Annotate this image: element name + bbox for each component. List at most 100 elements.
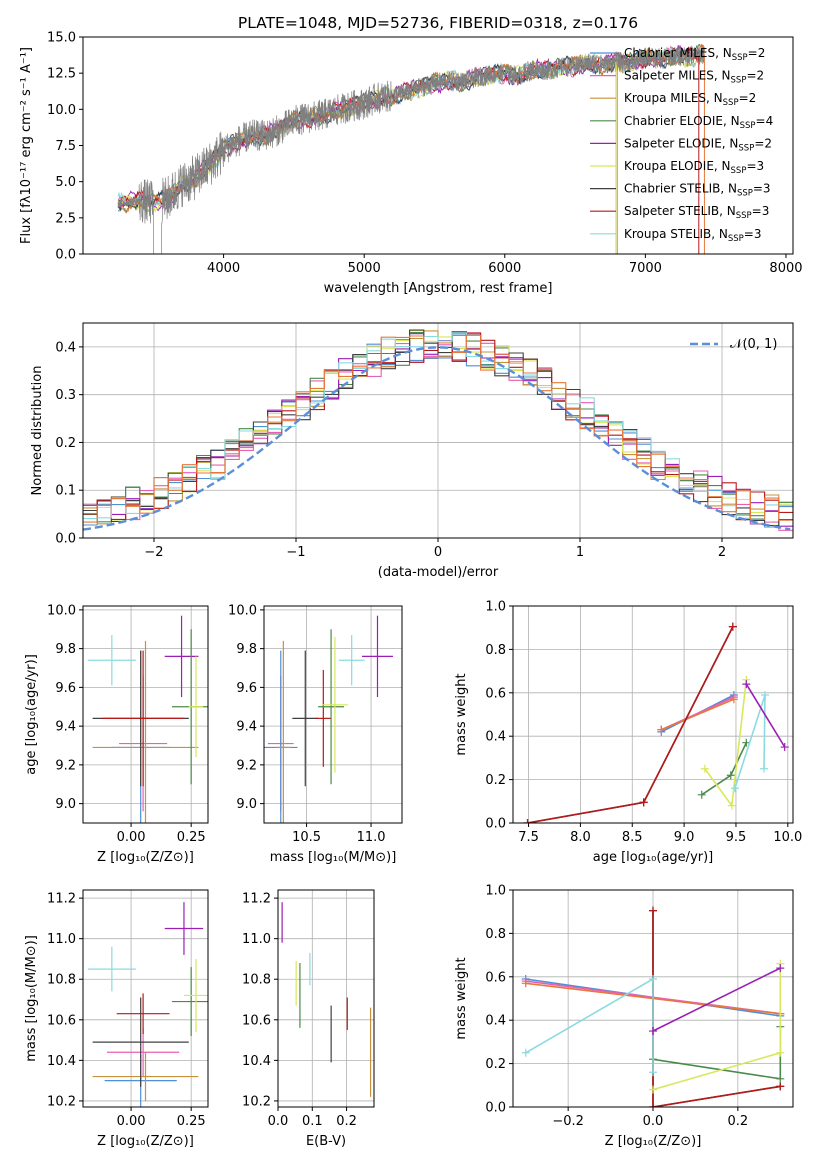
weight-series-line: [652, 910, 781, 1107]
y-tick-label: 1.0: [485, 884, 506, 899]
plus-marker: [776, 1082, 785, 1091]
x-tick-label: 1: [576, 545, 584, 560]
y-tick-label: 10.4: [47, 1054, 76, 1069]
plus-marker: [726, 771, 735, 780]
x-tick-label: 10.5: [292, 830, 321, 845]
errorbar-point: [338, 635, 365, 686]
y-tick-label: 15.0: [47, 31, 76, 46]
legend-label: Kroupa ELODIE, NSSP=3: [624, 159, 764, 176]
y-tick-label: 0.2: [55, 436, 76, 451]
x-tick-label: 11.0: [357, 830, 386, 845]
gaussian-curve: [83, 346, 791, 531]
errorbar-point: [183, 958, 208, 1032]
x-tick-label: 7.5: [518, 830, 539, 845]
x-tick-label: 8000: [769, 261, 802, 276]
y-tick-label: 10.0: [47, 103, 76, 118]
y-tick-label: 0.4: [485, 730, 506, 745]
axes-frame: [277, 889, 375, 1108]
data-spectrum-line: [117, 45, 705, 254]
axes-frame: [263, 605, 403, 824]
y-tick-label: 11.2: [47, 892, 76, 907]
plus-marker: [649, 1085, 657, 1094]
x-axis-label: mass [log₁₀(M/M⊙)]: [270, 850, 397, 865]
x-tick-label: 6000: [488, 261, 521, 276]
errorbar-point: [318, 629, 344, 785]
errorbar-point: [87, 635, 136, 686]
errorbar-point: [171, 967, 208, 1037]
x-tick-label: 7000: [629, 261, 662, 276]
errorbar-point: [92, 1052, 199, 1101]
plus-marker: [649, 1068, 657, 1077]
plus-marker: [521, 1048, 530, 1057]
legend-label: 𝒩(0, 1): [730, 337, 777, 352]
plus-marker: [759, 764, 768, 773]
plus-marker: [742, 680, 751, 689]
y-tick-label: 5.0: [55, 175, 76, 190]
y-tick-label: 0.8: [485, 927, 506, 942]
y-axis-label: mass [log₁₀(M/M⊙)]: [24, 935, 39, 1062]
spectrum-panel: 4000 5000 6000 7000 8000 0.0 2.5 5.0 7.5 10.0 12.5…: [19, 14, 803, 296]
x-axis-label: (data-model)/error: [378, 565, 499, 580]
y-axis-label: Flux [fλ10⁻¹⁷ erg cm⁻² s⁻¹ A⁻¹]: [19, 47, 34, 244]
y-tick-label: 9.6: [55, 681, 76, 696]
x-tick-label: 0.00: [117, 1114, 146, 1129]
x-tick-label: 0.0: [268, 1114, 289, 1129]
y-tick-label: 0.4: [485, 1014, 506, 1029]
legend-label: Chabrier ELODIE, NSSP=4: [624, 114, 773, 131]
errorbars: [264, 615, 393, 823]
weight-series-line: [525, 977, 654, 1073]
plus-marker: [780, 743, 789, 752]
y-tick-label: 9.8: [236, 642, 257, 657]
y-tick-label: 10.2: [47, 1094, 76, 1109]
plus-marker: [521, 979, 530, 988]
y-tick-label: 1.0: [485, 600, 506, 615]
x-tick-label: 0.0: [643, 1114, 664, 1129]
weight-series-line: [660, 698, 735, 731]
weight-series-line: [652, 910, 781, 1107]
plus-marker: [649, 974, 657, 983]
x-tick-label: −2: [144, 545, 163, 560]
plus-marker: [776, 1048, 785, 1057]
x-axis-label: age [log₁₀(age/yr)]: [593, 850, 714, 865]
mass-vs-z-panel: 0.00 0.25 10.2 10.4 10.6 10.8 11.0 11.2 Z [log₁₀…: [24, 889, 209, 1149]
y-tick-label: 0.6: [485, 686, 506, 701]
x-tick-label: 8.0: [570, 830, 591, 845]
legend-label: Kroupa STELIB, NSSP=3: [624, 227, 762, 244]
x-tick-label: 0.25: [177, 1114, 206, 1129]
spectrum-legend: Chabrier MILES, NSSP=2 Salpeter MILES, NS…: [590, 46, 773, 244]
y-tick-label: 10.2: [242, 1094, 271, 1109]
errorbars: [87, 902, 208, 1107]
axes-frame: [82, 889, 209, 1108]
plus-marker: [657, 725, 666, 734]
errorbar-point: [107, 1027, 180, 1077]
x-tick-label: 4000: [207, 261, 240, 276]
plus-marker: [649, 906, 657, 915]
y-tick-label: 9.4: [236, 720, 257, 735]
model-spectrum-line: [117, 45, 705, 211]
y-tick-label: 9.8: [55, 642, 76, 657]
y-tick-label: 9.0: [236, 797, 257, 812]
weight-series-line: [652, 963, 782, 1091]
plus-marker: [639, 798, 648, 807]
errorbar-point: [92, 997, 189, 1087]
plus-marker: [727, 801, 736, 810]
plus-marker: [728, 622, 737, 631]
plus-marker: [730, 784, 739, 793]
plus-marker: [729, 695, 738, 704]
model-spectrum-line: [117, 45, 705, 212]
model-spectrum-line: [117, 47, 705, 212]
plus-marker: [776, 1074, 785, 1083]
spectrum-curves: [117, 43, 705, 254]
x-axis-label: wavelength [Angstrom, rest frame]: [324, 281, 553, 296]
y-tick-label: 9.2: [236, 758, 257, 773]
y-tick-label: 11.2: [242, 892, 271, 907]
plus-marker: [523, 819, 532, 823]
y-tick-label: 10.6: [47, 1013, 76, 1028]
y-tick-label: 10.6: [242, 1013, 271, 1028]
errorbar-point: [292, 650, 319, 787]
plus-marker: [649, 1027, 657, 1036]
legend-label: Kroupa MILES, NSSP=2: [624, 91, 756, 108]
y-tick-label: 0.2: [485, 773, 506, 788]
histograms: [83, 329, 793, 531]
